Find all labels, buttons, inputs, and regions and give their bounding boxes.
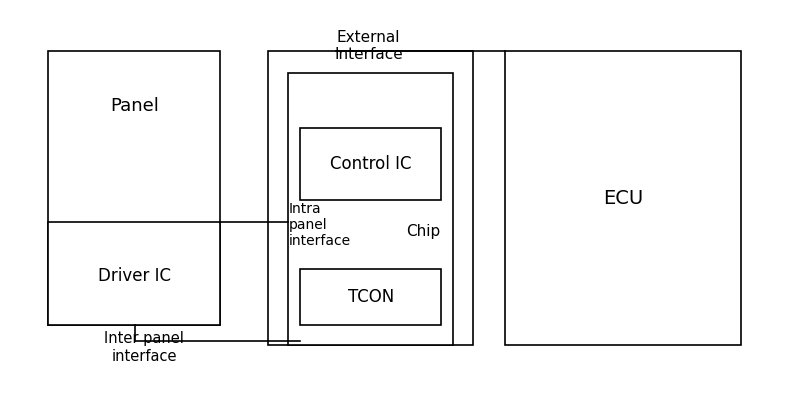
Text: Chip: Chip [406,224,441,239]
Text: TCON: TCON [348,288,394,306]
Bar [49,51,220,325]
Bar [288,73,452,345]
Bar [300,268,441,325]
Text: Intra
panel
interface: Intra panel interface [288,202,350,248]
Text: ECU: ECU [603,188,643,208]
Text: External
Interface: External Interface [334,30,403,62]
Bar [505,51,741,345]
Bar [49,222,220,325]
Bar [300,128,441,200]
Bar [269,51,472,345]
Text: Panel: Panel [110,97,159,115]
Text: Inter panel
interface: Inter panel interface [104,331,184,364]
Text: Control IC: Control IC [330,154,412,172]
Text: Driver IC: Driver IC [98,267,172,285]
